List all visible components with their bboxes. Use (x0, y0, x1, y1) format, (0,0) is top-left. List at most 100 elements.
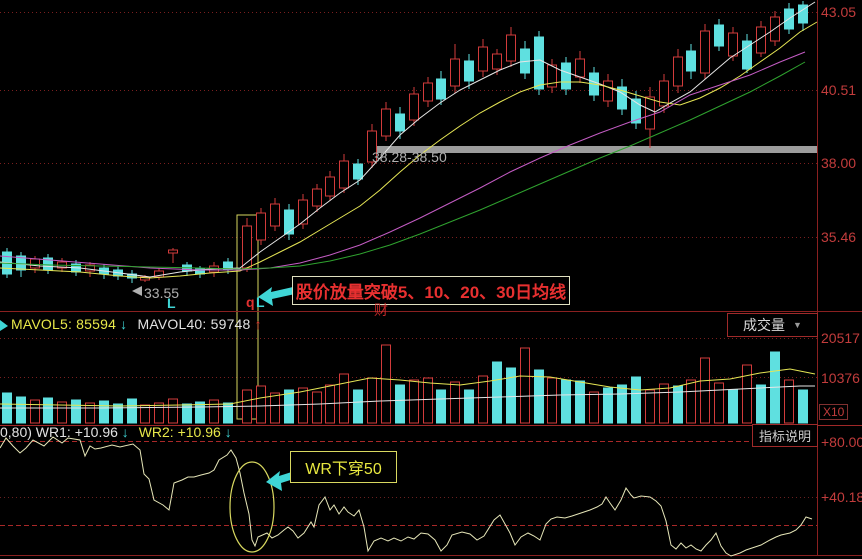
breakout-arrow-icon (258, 287, 295, 306)
price-axis-label: 43.05 (821, 4, 857, 20)
volume-bar (686, 379, 696, 424)
price-axis-label: 38.00 (821, 155, 857, 171)
watermark-text: 财 (374, 302, 388, 318)
low-point-arrow-icon (132, 286, 142, 296)
breakout-annotation: 股价放量突破5、10、20、30日均线 (292, 276, 570, 305)
volume-bar (450, 381, 460, 424)
candle-body (742, 40, 752, 70)
candle-body (464, 60, 474, 82)
candle-body (423, 82, 433, 102)
volume-bar (520, 347, 530, 424)
volume-bar (659, 383, 669, 424)
candle-body (353, 163, 363, 180)
volume-type-dropdown[interactable]: 成交量 ▼ (727, 313, 818, 337)
volume-bar (30, 399, 40, 424)
volume-bar (312, 391, 322, 424)
mavol40-up-arrow-icon: ↑ (254, 316, 262, 332)
mavol40-value: MAVOL40: 59748 (137, 316, 251, 332)
mavol40-line (0, 385, 815, 409)
wr1-value: 0,80) WR1: +10.96 (0, 424, 118, 440)
candle-body (242, 225, 252, 269)
wr-cross-annotation: WR下穿50 (290, 451, 397, 483)
mavol5-line (0, 368, 816, 407)
resistance-zone-bar (375, 146, 817, 153)
volume-bar (168, 398, 178, 424)
candle-body (506, 34, 516, 62)
ma-line-ma30 (0, 61, 806, 270)
resistance-zone-label: 38.28-38.50 (372, 149, 447, 165)
volume-bar (714, 382, 724, 424)
candle-body (140, 276, 150, 281)
candle-body (673, 56, 683, 87)
volume-bar (223, 402, 233, 424)
volume-bar (617, 384, 627, 424)
candle-body (561, 62, 571, 90)
volume-bar (339, 373, 349, 424)
candle-body (395, 113, 405, 132)
candle-body (700, 30, 710, 74)
candle-body (339, 160, 349, 189)
volume-bar (784, 379, 794, 424)
volume-bar (154, 402, 164, 424)
left-edge-arrow-icon (0, 320, 8, 331)
wr-cross-highlight-ellipse (229, 461, 275, 553)
volume-bar (534, 369, 544, 424)
mavol5-value: MAVOL5: 85594 (11, 316, 117, 332)
volume-bar (395, 384, 405, 424)
candle-body (284, 209, 294, 235)
candle-body (325, 176, 335, 197)
volume-header-row: MAVOL5: 85594 ↓ MAVOL40: 59748 ↑ (11, 316, 262, 332)
volume-bar (575, 380, 585, 424)
price-axis-label: 35.46 (821, 229, 857, 245)
volume-bar (603, 387, 613, 424)
wr2-down-arrow-icon: ↓ (224, 424, 232, 440)
wr-axis-label: +40.18 (821, 489, 862, 505)
signal-marker-l: L (256, 294, 265, 310)
volume-bar (195, 401, 205, 424)
low-price-label: 33.55 (144, 285, 180, 301)
volume-bar (113, 403, 123, 424)
signal-marker-q: q (246, 294, 255, 310)
volume-bar (71, 399, 81, 424)
wr-axis-label: +80.00 (821, 434, 862, 450)
candle-body (714, 24, 724, 47)
candle-body (478, 46, 488, 72)
volume-bar (381, 344, 391, 424)
volume-bar (256, 385, 266, 424)
volume-bar (464, 389, 474, 424)
volume-bar (436, 389, 446, 424)
candle-body (436, 78, 446, 100)
candle-body (756, 26, 766, 54)
volume-multiplier-label: X10 (819, 404, 849, 420)
ma-line-ma10 (0, 21, 818, 279)
chevron-down-icon: ▼ (793, 320, 802, 330)
price-axis-label: 40.51 (821, 82, 857, 98)
volume-bar (631, 376, 641, 424)
candle-body (798, 4, 808, 24)
candle-body (367, 130, 377, 163)
candle-body (270, 203, 280, 227)
wr-indicator-line (0, 436, 813, 557)
volume-bar (16, 396, 26, 424)
candle-body (534, 36, 544, 90)
candle-body (381, 108, 391, 137)
indicator-legend-button[interactable]: 指标说明 (752, 424, 818, 447)
volume-bar (85, 402, 95, 424)
candle-body (256, 212, 266, 241)
candle-body (617, 86, 627, 110)
candle-body (450, 58, 460, 87)
volume-bar (270, 392, 280, 424)
wr1-down-arrow-icon: ↓ (121, 424, 129, 440)
candle-body (631, 98, 641, 124)
volume-bar (728, 389, 738, 424)
candle-body (85, 264, 95, 272)
candle-body (168, 249, 178, 254)
volume-bar (284, 389, 294, 424)
candle-body (312, 188, 322, 207)
volume-bar (798, 389, 808, 424)
volume-bar (742, 364, 752, 424)
volume-bar (478, 375, 488, 424)
volume-bar (589, 391, 599, 424)
volume-bar (645, 389, 655, 424)
